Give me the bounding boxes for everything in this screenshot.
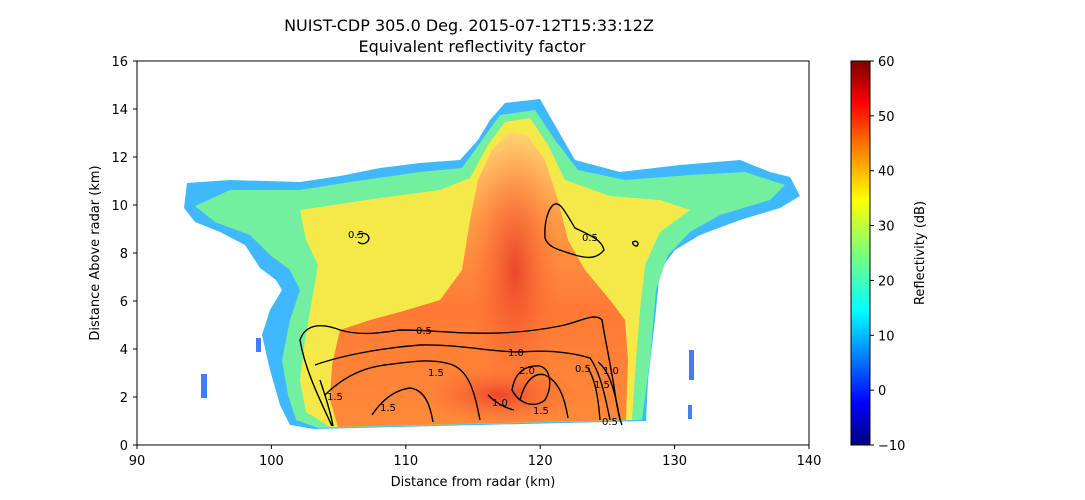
colorbar-tick-label: 30	[878, 220, 895, 235]
colorbar-tick-label: 40	[878, 165, 895, 180]
echo-speckle	[689, 350, 694, 380]
contour-label: 0.5	[582, 233, 598, 244]
contour-label: 1.5	[380, 403, 396, 414]
y-tick-label: 2	[120, 391, 128, 406]
contour-label: 1.0	[492, 398, 508, 409]
y-axis-label: Distance Above radar (km)	[88, 165, 103, 340]
x-axis-label: Distance from radar (km)	[391, 475, 556, 490]
echo-speckle	[201, 374, 207, 398]
x-axis: 90 100 110 120 130 140	[129, 445, 822, 469]
echo-core-low	[420, 365, 580, 425]
y-tick-label: 6	[120, 295, 128, 310]
y-axis: 0 2 4 6 8 10 12 14 16	[111, 55, 137, 454]
echo-speckle	[256, 338, 261, 352]
echo-core	[470, 140, 560, 400]
contour-1.5-b	[371, 387, 434, 423]
x-tick-label: 110	[393, 454, 418, 469]
contour-inner-c	[487, 394, 515, 411]
colorbar	[850, 60, 871, 446]
contour-1.0	[314, 344, 611, 421]
contour-label: 1.0	[603, 366, 619, 377]
colorbar-tick-label: 50	[878, 110, 895, 125]
contour-label: 1.5	[327, 392, 343, 403]
contour-label: 1.5	[428, 368, 444, 379]
contour-label: 1.5	[594, 380, 610, 391]
reflectivity-field	[184, 99, 800, 429]
y-tick-label: 4	[120, 343, 128, 358]
colorbar-tick-label: 60	[878, 55, 895, 70]
contour-1.5-a	[324, 360, 481, 421]
y-tick-label: 8	[120, 247, 128, 262]
contour-label: 0.5	[575, 364, 591, 375]
contour-label: 1.0	[508, 348, 524, 359]
contour-1.5-right	[587, 367, 601, 421]
colorbar-tick-label: 20	[878, 274, 895, 289]
contour-labels: 0.5 0.5 0.5 1.0 1.5 2.0 1.5 1.0 1.5 0.5 …	[327, 230, 619, 428]
contour-label: 0.5	[416, 326, 432, 337]
contour-label: 0.5	[348, 230, 364, 241]
colorbar-tick-label: 0	[878, 384, 886, 399]
contour-0.5-tiny	[632, 240, 639, 247]
chart-title: NUIST-CDP 305.0 Deg. 2015-07-12T15:33:12…	[284, 16, 654, 35]
colorbar-tick-label: −10	[878, 439, 905, 454]
colorbar-axis: −10 0 10 20 30 40 50 60	[870, 55, 905, 454]
contour-0.5-right	[544, 203, 605, 259]
contour-left-edge	[319, 379, 334, 427]
y-tick-label: 16	[111, 55, 128, 70]
colorbar-tick-label: 10	[878, 329, 895, 344]
contour-lines	[299, 203, 639, 427]
x-tick-label: 120	[528, 454, 553, 469]
contour-0.5-left	[356, 232, 370, 245]
y-tick-label: 10	[111, 199, 128, 214]
x-tick-label: 100	[259, 454, 284, 469]
echo-speckle	[688, 405, 692, 419]
contour-label: 0.5	[602, 417, 618, 428]
x-tick-label: 140	[797, 454, 822, 469]
y-tick-label: 14	[111, 103, 128, 118]
x-tick-label: 90	[129, 454, 146, 469]
contour-1.5-c	[519, 373, 569, 419]
y-tick-label: 0	[120, 439, 128, 454]
contour-1.0-right	[597, 361, 621, 421]
contour-label: 1.5	[533, 406, 549, 417]
contour-label: 2.0	[519, 366, 535, 377]
contour-2.0	[511, 365, 551, 406]
contour-0.5-main	[299, 316, 623, 427]
y-tick-label: 12	[111, 151, 128, 166]
x-tick-label: 130	[662, 454, 687, 469]
colorbar-label: Reflectivity (dB)	[913, 201, 928, 305]
chart-subtitle: Equivalent reflectivity factor	[358, 37, 585, 56]
